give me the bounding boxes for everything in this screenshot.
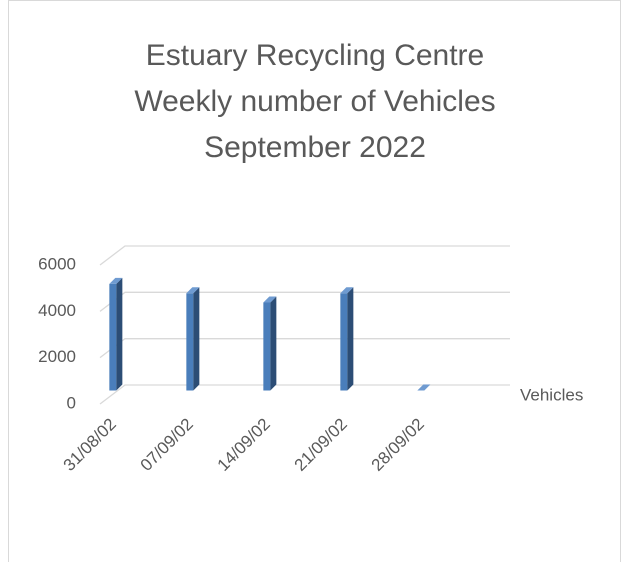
x-tick-label: 31/08/02 [60,415,120,475]
bar [186,287,200,391]
y-tick-label: 6000 [38,254,76,273]
x-tick-label: 14/09/02 [214,415,274,475]
chart-title: Estuary Recycling Centre [146,39,484,72]
grid-line [99,291,510,312]
bar [340,287,354,391]
bar [263,296,277,391]
x-tick-label: 21/09/02 [291,415,351,475]
bar-front [186,293,194,391]
bar-side [116,277,123,391]
chart-title: September 2022 [204,131,426,164]
bar-top [417,384,431,391]
bar-side [270,296,277,391]
bar-side [193,287,200,391]
x-tick-label: 07/09/02 [137,415,197,475]
grid-line [99,384,510,405]
bar [109,277,123,391]
bar-front [340,293,348,391]
bar-top [340,287,354,294]
bar-top [186,287,200,294]
legend-label: Vehicles [520,385,583,404]
y-tick-label: 4000 [38,301,76,320]
grid-line [99,245,510,266]
bar [417,384,431,391]
bar-side [347,287,354,391]
grid-line [99,338,510,359]
chart-border [8,0,621,562]
x-tick-label: 28/09/02 [368,415,428,475]
bar-front [263,302,271,391]
bar-top [109,277,123,284]
y-tick-label: 0 [67,393,76,412]
bar-top [263,296,277,303]
bar-front [109,283,117,391]
chart-title: Weekly number of Vehicles [134,85,495,118]
y-tick-label: 2000 [38,347,76,366]
